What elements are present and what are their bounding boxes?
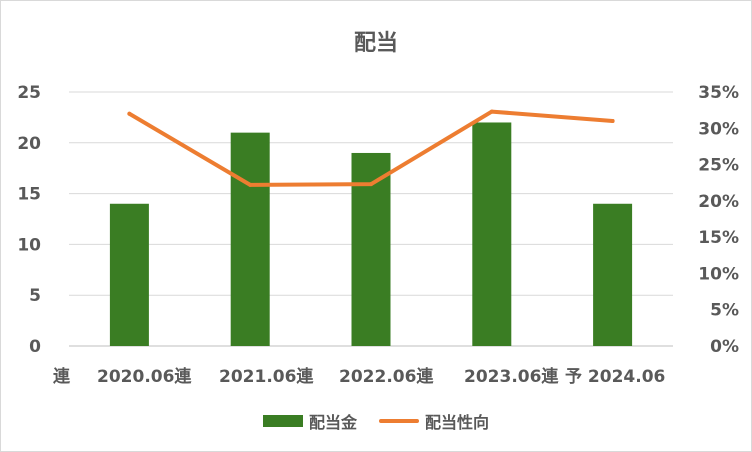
bar	[472, 122, 512, 346]
x-tick-label: 連	[53, 366, 71, 387]
bar	[593, 203, 633, 346]
line-point	[489, 109, 494, 114]
right-tick-label: 0%	[710, 337, 739, 357]
right-tick-label: 10%	[698, 264, 739, 284]
left-tick-label: 20	[17, 134, 41, 154]
legend-item-dividend: 配当金	[262, 409, 357, 433]
right-axis-ticks: 0% 5% 10% 15% 20% 25% 30% 35%	[698, 83, 739, 357]
bar	[109, 203, 149, 346]
left-tick-label: 10	[17, 235, 41, 255]
bar	[230, 132, 270, 346]
right-tick-label: 30%	[698, 119, 739, 139]
legend: 配当金 配当性向	[1, 409, 751, 433]
line-series	[127, 109, 615, 187]
x-tick-label: 2021.06連	[219, 366, 314, 387]
x-tick-label: 2020.06連	[97, 366, 192, 387]
x-tick-label: 2022.06連	[339, 366, 434, 387]
right-tick-label: 15%	[698, 228, 739, 248]
x-tick-label: 2023.06連	[464, 366, 559, 387]
line-point	[248, 182, 253, 187]
legend-label-dividend: 配当金	[308, 413, 357, 432]
left-axis-ticks: 0 5 10 15 20 25	[17, 83, 41, 357]
chart-title: 配当	[353, 31, 398, 56]
right-tick-label: 35%	[698, 83, 739, 103]
left-tick-label: 0	[29, 337, 41, 357]
legend-label-payout: 配当性向	[425, 413, 490, 432]
line-point	[610, 119, 615, 124]
legend-swatch-line	[379, 419, 419, 423]
x-axis-labels: 連 2020.06連 2021.06連 2022.06連 2023.06連予 2024.…	[53, 366, 665, 387]
right-tick-label: 5%	[710, 301, 739, 321]
left-tick-label: 15	[17, 185, 41, 205]
left-tick-label: 25	[17, 83, 41, 103]
right-tick-label: 25%	[698, 156, 739, 176]
legend-item-payout: 配当性向	[379, 409, 489, 433]
legend-swatch-bar	[262, 415, 303, 427]
line-point	[369, 182, 373, 187]
bar-series	[109, 122, 633, 346]
left-tick-label: 5	[29, 286, 41, 306]
right-tick-label: 20%	[698, 192, 739, 212]
x-tick-label: 予 2024.06	[565, 367, 665, 387]
line-point	[127, 111, 132, 116]
